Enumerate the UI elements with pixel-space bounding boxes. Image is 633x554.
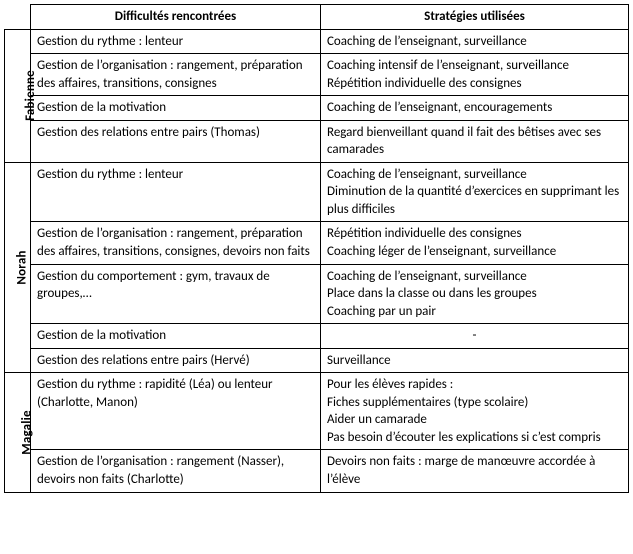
- cell-strategy: Pour les élèves rapides :Fiches suppléme…: [321, 373, 629, 450]
- table-row: Gestion de la motivation Coaching de l’e…: [5, 96, 629, 121]
- table-row: Gestion de la motivation -: [5, 324, 629, 349]
- rowheader-norah: Norah: [5, 162, 31, 372]
- rowheader-fabienne: Fabienne: [5, 29, 31, 162]
- cell-strategy: Coaching intensif de l’enseignant, surve…: [321, 54, 629, 96]
- cell-strategy: Coaching de l’enseignant, surveillance: [321, 29, 629, 54]
- cell-strategy: Répétition individuelle des consignesCoa…: [321, 222, 629, 264]
- cell-difficulty: Gestion du rythme : rapidité (Léa) ou le…: [31, 373, 321, 450]
- cell-difficulty: Gestion de la motivation: [31, 96, 321, 121]
- header-strategies: Stratégies utilisées: [321, 5, 629, 30]
- table-row: Gestion de l’organisation : rangement, p…: [5, 222, 629, 264]
- main-table: Difficultés rencontrées Stratégies utili…: [4, 4, 629, 493]
- table-row: Gestion des relations entre pairs (Thoma…: [5, 120, 629, 162]
- rowheader-label: Magalie: [21, 410, 34, 454]
- cell-strategy: Coaching de l’enseignant, encouragements: [321, 96, 629, 121]
- table-row: Gestion de l’organisation : rangement, p…: [5, 54, 629, 96]
- cell-difficulty: Gestion des relations entre pairs (Hervé…: [31, 348, 321, 373]
- table-row: Magalie Gestion du rythme : rapidité (Lé…: [5, 373, 629, 450]
- cell-difficulty: Gestion de l’organisation : rangement, p…: [31, 54, 321, 96]
- cell-difficulty: Gestion du rythme : lenteur: [31, 29, 321, 54]
- cell-strategy: Surveillance: [321, 348, 629, 373]
- table-row: Gestion des relations entre pairs (Hervé…: [5, 348, 629, 373]
- cell-difficulty: Gestion de l’organisation : rangement, p…: [31, 222, 321, 264]
- cell-difficulty: Gestion du comportement : gym, travaux d…: [31, 264, 321, 324]
- rowheader-label: Fabienne: [24, 70, 37, 121]
- cell-difficulty: Gestion de la motivation: [31, 324, 321, 349]
- rowheader-label: Norah: [16, 250, 29, 284]
- table-row: Gestion de l’organisation : rangement (N…: [5, 450, 629, 492]
- cell-strategy: -: [321, 324, 629, 349]
- cell-strategy: Coaching de l’enseignant, surveillanceDi…: [321, 162, 629, 222]
- cell-strategy: Coaching de l’enseignant, surveillancePl…: [321, 264, 629, 324]
- cell-difficulty: Gestion de l’organisation : rangement (N…: [31, 450, 321, 492]
- cell-difficulty: Gestion du rythme : lenteur: [31, 162, 321, 222]
- table-header-row: Difficultés rencontrées Stratégies utili…: [5, 5, 629, 30]
- table-row: Gestion du comportement : gym, travaux d…: [5, 264, 629, 324]
- header-empty: [5, 5, 31, 30]
- cell-strategy: Regard bienveillant quand il fait des bê…: [321, 120, 629, 162]
- cell-difficulty: Gestion des relations entre pairs (Thoma…: [31, 120, 321, 162]
- rowheader-magalie: Magalie: [5, 373, 31, 492]
- table-row: Norah Gestion du rythme : lenteur Coachi…: [5, 162, 629, 222]
- header-difficulties: Difficultés rencontrées: [31, 5, 321, 30]
- table-row: Fabienne Gestion du rythme : lenteur Coa…: [5, 29, 629, 54]
- cell-strategy: Devoirs non faits : marge de manœuvre ac…: [321, 450, 629, 492]
